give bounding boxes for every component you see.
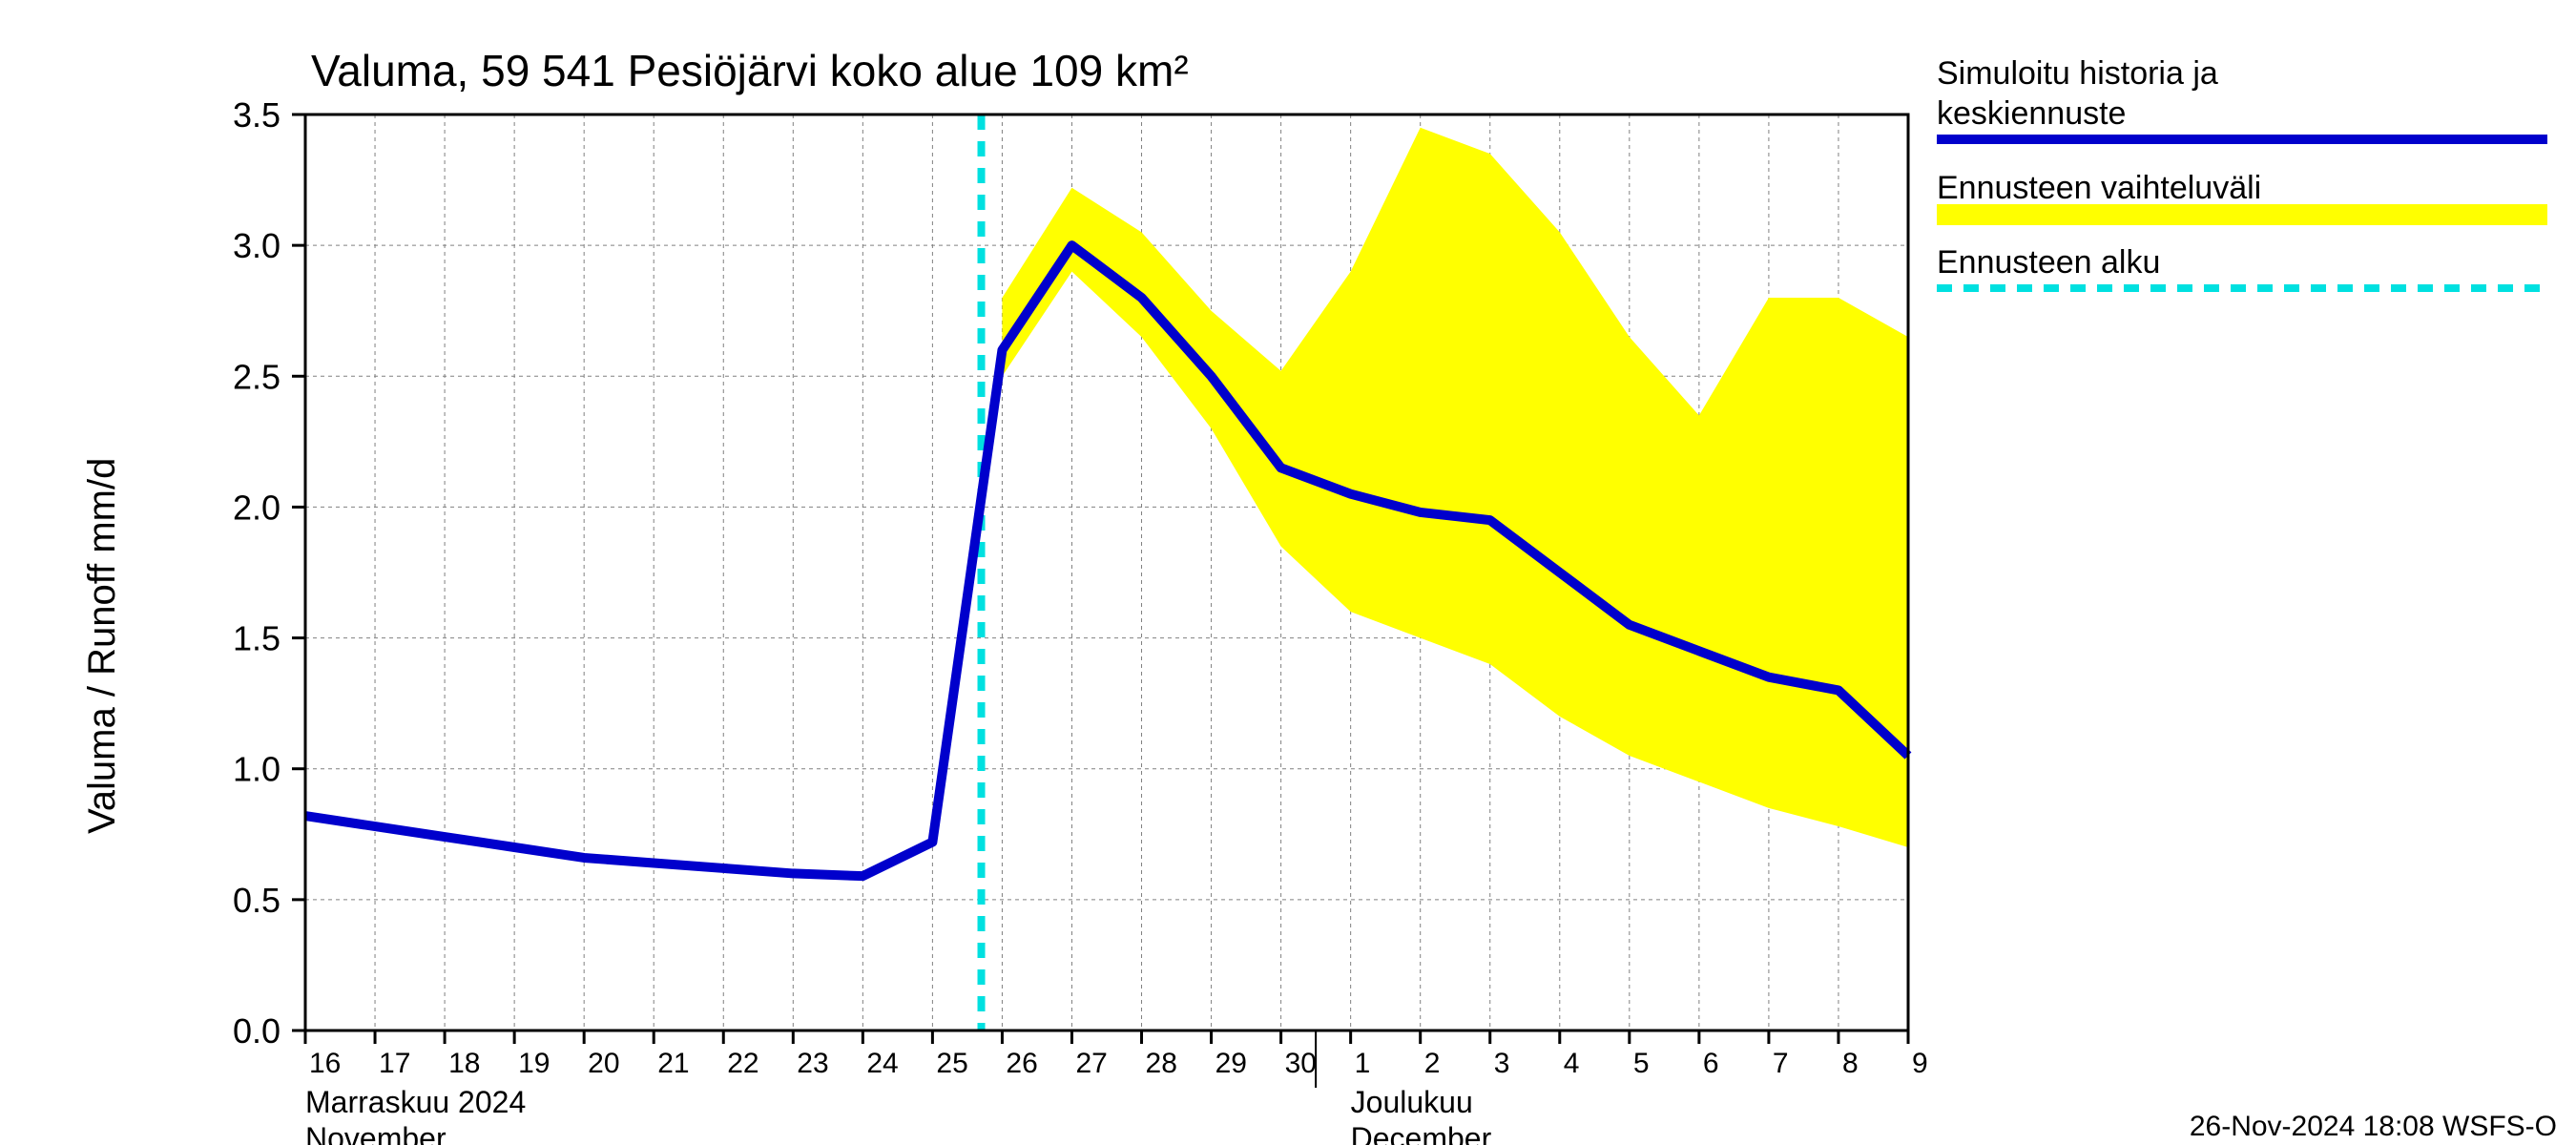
xtick-label: 2 xyxy=(1424,1048,1441,1079)
ytick-label: 3.5 xyxy=(233,95,280,135)
legend-label: Ennusteen vaihteluväli xyxy=(1937,170,2261,206)
chart-footer-timestamp: 26-Nov-2024 18:08 WSFS-O xyxy=(2190,1111,2557,1142)
xtick-label: 26 xyxy=(1006,1048,1037,1079)
xtick-label: 7 xyxy=(1773,1048,1789,1079)
xtick-label: 8 xyxy=(1842,1048,1859,1079)
xtick-label: 5 xyxy=(1633,1048,1650,1079)
ytick-label: 1.5 xyxy=(233,619,280,658)
ytick-label: 0.0 xyxy=(233,1011,280,1051)
y-axis-label: Valuma / Runoff mm/d xyxy=(81,458,123,834)
chart-title: Valuma, 59 541 Pesiöjärvi koko alue 109 … xyxy=(311,46,1189,95)
month-label-left-fi: Marraskuu 2024 xyxy=(305,1085,526,1119)
xtick-label: 27 xyxy=(1075,1048,1107,1079)
ytick-label: 0.5 xyxy=(233,881,280,920)
xtick-label: 29 xyxy=(1215,1048,1247,1079)
runoff-chart: 0.00.51.01.52.02.53.03.51617181920212223… xyxy=(0,0,2576,1145)
month-label-right-en: December xyxy=(1351,1121,1492,1145)
xtick-label: 1 xyxy=(1355,1048,1371,1079)
xtick-label: 16 xyxy=(309,1048,341,1079)
xtick-label: 24 xyxy=(866,1048,898,1079)
xtick-label: 28 xyxy=(1146,1048,1177,1079)
legend-label: Simuloitu historia ja xyxy=(1937,55,2218,92)
ytick-label: 1.0 xyxy=(233,750,280,789)
xtick-label: 3 xyxy=(1494,1048,1510,1079)
legend-label: keskiennuste xyxy=(1937,95,2126,132)
xtick-label: 18 xyxy=(448,1048,480,1079)
ytick-label: 3.0 xyxy=(233,226,280,265)
xtick-label: 22 xyxy=(727,1048,758,1079)
xtick-label: 17 xyxy=(379,1048,410,1079)
xtick-label: 6 xyxy=(1703,1048,1719,1079)
legend-swatch-band xyxy=(1937,204,2547,225)
xtick-label: 20 xyxy=(588,1048,619,1079)
ytick-label: 2.0 xyxy=(233,488,280,527)
legend-label: Ennusteen alku xyxy=(1937,244,2160,281)
month-label-right-fi: Joulukuu xyxy=(1351,1085,1473,1119)
xtick-label: 23 xyxy=(797,1048,828,1079)
xtick-label: 21 xyxy=(657,1048,689,1079)
xtick-label: 19 xyxy=(518,1048,550,1079)
chart-container: 0.00.51.01.52.02.53.03.51617181920212223… xyxy=(0,0,2576,1145)
xtick-label: 4 xyxy=(1564,1048,1580,1079)
xtick-label: 25 xyxy=(936,1048,967,1079)
month-label-left-en: November xyxy=(305,1121,447,1145)
ytick-label: 2.5 xyxy=(233,357,280,396)
xtick-label: 9 xyxy=(1912,1048,1928,1079)
xtick-label: 30 xyxy=(1285,1048,1317,1079)
